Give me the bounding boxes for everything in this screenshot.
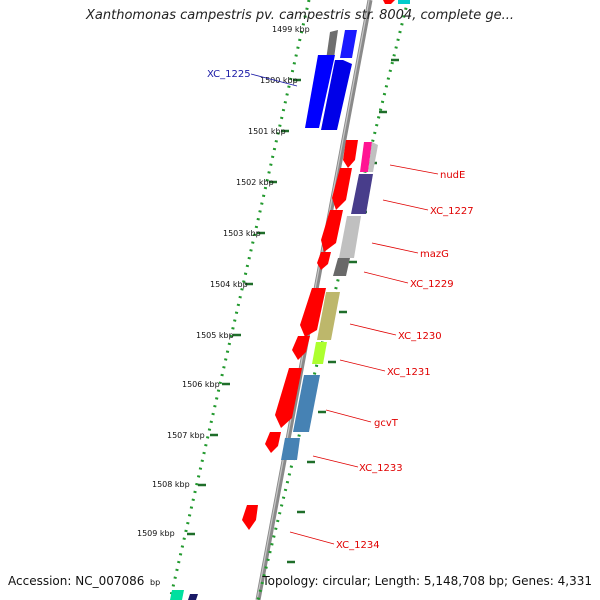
tick-label: 1504 kbp	[210, 280, 248, 289]
tick-label: 1509 kbp	[137, 529, 175, 538]
tick-label: 1508 kbp	[152, 480, 190, 489]
gene-feature-red[interactable]	[317, 252, 331, 270]
tick-label: 1506 kbp	[182, 380, 220, 389]
accession-text: Accession: NC_007086	[8, 574, 145, 588]
inner-ruler-ring	[168, 0, 311, 600]
gene-label[interactable]: XC_1225	[207, 69, 251, 80]
gene-feature-red[interactable]	[275, 368, 302, 428]
tick-label: 1501 kbp	[248, 127, 286, 136]
gene-feature-red[interactable]	[300, 288, 326, 337]
gene-feature-navy-bottom[interactable]	[188, 594, 198, 600]
gene-label[interactable]: XC_1230	[398, 331, 442, 342]
label-connector-blue	[250, 73, 298, 87]
tick-label: bp	[150, 578, 160, 587]
gene-feature-teal-bottom[interactable]	[170, 590, 184, 600]
gene-label[interactable]: XC_1229	[410, 279, 454, 290]
tick-label: 1502 kbp	[236, 178, 274, 187]
tick-label: 1507 kbp	[167, 431, 205, 440]
gene-feature-gray-small[interactable]	[368, 142, 378, 172]
gene-label[interactable]: mazG	[420, 249, 449, 260]
inner-ring-ticks	[187, 78, 301, 536]
gene-feature-XC_1231[interactable]	[312, 342, 327, 364]
map-title: Xanthomonas campestris pv. campestris st…	[86, 8, 514, 23]
gene-label[interactable]: XC_1234	[336, 540, 380, 551]
gene-feature-XC_1230[interactable]	[317, 292, 340, 340]
gene-feature-XC_1227[interactable]	[351, 174, 373, 214]
gene-label[interactable]: XC_1233	[359, 463, 403, 474]
gene-feature-red-top[interactable]	[383, 0, 395, 4]
gene-feature-XC_1233[interactable]	[281, 438, 300, 460]
gene-label[interactable]: gcvT	[374, 418, 399, 429]
tick-label: 1505 kbp	[196, 331, 234, 340]
outer-ring-ticks	[287, 58, 399, 564]
gene-feature-blue[interactable]	[340, 30, 357, 58]
gene-feature-mazG[interactable]	[339, 216, 361, 258]
gene-label[interactable]: nudE	[440, 170, 465, 181]
tick-label: 1499 kbp	[272, 25, 310, 34]
gene-feature-gcvT[interactable]	[293, 375, 320, 432]
gene-feature-XC_1225b[interactable]	[321, 60, 352, 130]
gene-feature-cyan-top[interactable]	[398, 0, 410, 4]
gene-feature-red[interactable]	[321, 210, 343, 252]
gene-feature-XC_1225[interactable]	[305, 55, 335, 128]
gene-feature-red[interactable]	[292, 336, 310, 360]
tick-label: 1500 kbp	[260, 76, 298, 85]
gene-feature-gray[interactable]	[326, 30, 338, 60]
label-connectors	[289, 164, 439, 545]
gene-feature-XC_1234[interactable]	[242, 505, 258, 530]
gene-label[interactable]: XC_1231	[387, 367, 431, 378]
genome-summary-text: Topology: circular; Length: 5,148,708 bp…	[262, 574, 592, 588]
tick-label: 1503 kbp	[223, 229, 261, 238]
gene-feature-red[interactable]	[332, 168, 352, 210]
gene-feature-red[interactable]	[265, 432, 281, 453]
gene-feature-nudE[interactable]	[343, 140, 358, 168]
gene-label[interactable]: XC_1227	[430, 206, 474, 217]
gene-feature-XC_1229[interactable]	[333, 258, 350, 276]
